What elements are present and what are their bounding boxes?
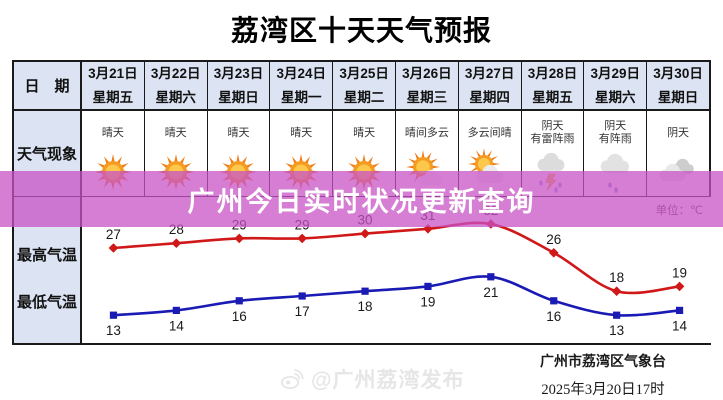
svg-text:16: 16 <box>232 309 247 324</box>
date-text: 3月28日 <box>527 66 578 82</box>
date-text: 3月26日 <box>402 66 452 82</box>
weather-text: 晴间多云 <box>404 126 449 139</box>
date-text: 3月25日 <box>339 66 389 82</box>
weather-text: 阴天 有雷阵雨 <box>530 120 575 146</box>
date-text: 3月30日 <box>653 66 703 82</box>
date-text: 3月24日 <box>276 66 327 82</box>
date-header-label: 日 期 <box>14 62 82 110</box>
svg-text:21: 21 <box>483 285 498 300</box>
date-cell: 3月21日星期五 <box>82 62 145 110</box>
weekday-text: 星期一 <box>281 89 322 105</box>
svg-text:17: 17 <box>295 304 310 319</box>
date-text: 3月22日 <box>150 66 201 82</box>
svg-text:27: 27 <box>106 227 121 242</box>
svg-text:18: 18 <box>609 270 624 285</box>
weather-text: 晴天 <box>290 126 313 139</box>
date-cell: 3月29日星期六 <box>584 62 648 110</box>
weather-text: 晴天 <box>353 126 376 139</box>
svg-text:14: 14 <box>672 318 688 333</box>
svg-text:16: 16 <box>546 309 561 324</box>
svg-text:13: 13 <box>106 323 121 338</box>
weather-text: 阴天 有阵雨 <box>598 120 632 146</box>
weekday-text: 星期六 <box>155 89 196 105</box>
overlay-banner: 广州今日实时状况更新查询 <box>0 171 723 227</box>
date-text: 3月21日 <box>88 66 138 82</box>
date-text: 3月29日 <box>590 66 641 82</box>
date-columns: 3月21日 星期五 3月22日 星期六 3月23日 星期日 3月24日 星期一 3月25日 星期二… <box>82 62 709 110</box>
footer: 广州市荔湾区气象台 2025年3月20日17时 <box>500 351 706 399</box>
svg-text:19: 19 <box>420 294 435 309</box>
overlay-banner-text: 广州今日实时状况更新查询 <box>187 186 536 217</box>
date-cell: 3月27日星期四 <box>458 62 522 110</box>
weekday-text: 星期五 <box>532 89 573 105</box>
low-temp-label: 最低气温 <box>16 294 77 311</box>
weekday-text: 星期三 <box>406 89 448 105</box>
forecast-table: 日 期 3月21日 星期五 3月22日 星期六 3月23日 星期日 3月24日 星期一 3月25… <box>12 60 711 345</box>
date-cell: 3月22日星期六 <box>144 62 208 110</box>
date-cell: 3月28日星期五 <box>521 62 585 110</box>
weekday-text: 星期日 <box>657 89 699 105</box>
weather-text: 晴天 <box>164 126 187 139</box>
svg-text:19: 19 <box>672 265 687 280</box>
date-cell: 3月26日星期三 <box>395 62 459 110</box>
issue-time: 2025年3月20日17时 <box>541 382 665 398</box>
date-text: 3月27日 <box>464 66 515 82</box>
page-title: 荔湾区十天天气预报 <box>230 15 492 46</box>
weekday-text: 星期四 <box>469 89 510 105</box>
svg-text:18: 18 <box>358 299 373 314</box>
svg-text:14: 14 <box>169 318 185 333</box>
weibo-watermark: @广州荔湾发布 <box>280 364 464 394</box>
date-header-row: 日 期 3月21日 星期五 3月22日 星期六 3月23日 星期日 3月24日 星期一 3月25… <box>14 62 709 112</box>
weather-cell: 晴间多云 <box>395 111 459 196</box>
weibo-icon <box>280 367 306 391</box>
weekday-text: 星期六 <box>595 89 636 105</box>
shower-icon <box>600 154 630 194</box>
date-cell: 3月24日星期一 <box>270 62 334 110</box>
high-temp-label: 最高气温 <box>16 247 77 264</box>
weather-text: 多云间晴 <box>467 126 512 139</box>
watermark-text: @广州荔湾发布 <box>311 369 465 392</box>
weather-text: 晴天 <box>227 126 250 139</box>
weather-text: 晴天 <box>101 126 124 139</box>
weather-text: 阴天 <box>667 126 690 139</box>
svg-text:26: 26 <box>546 232 561 247</box>
weekday-text: 星期二 <box>343 89 385 105</box>
svg-text:13: 13 <box>609 323 624 338</box>
date-cell: 3月23日星期日 <box>207 62 271 110</box>
weekday-text: 星期日 <box>218 89 259 105</box>
agency-name: 广州市荔湾区气象台 <box>540 355 666 370</box>
weekday-text: 星期五 <box>92 89 134 105</box>
date-cell: 3月25日星期二 <box>333 62 396 110</box>
date-cell: 3月30日星期日 <box>647 62 709 110</box>
date-text: 3月23日 <box>213 66 264 82</box>
